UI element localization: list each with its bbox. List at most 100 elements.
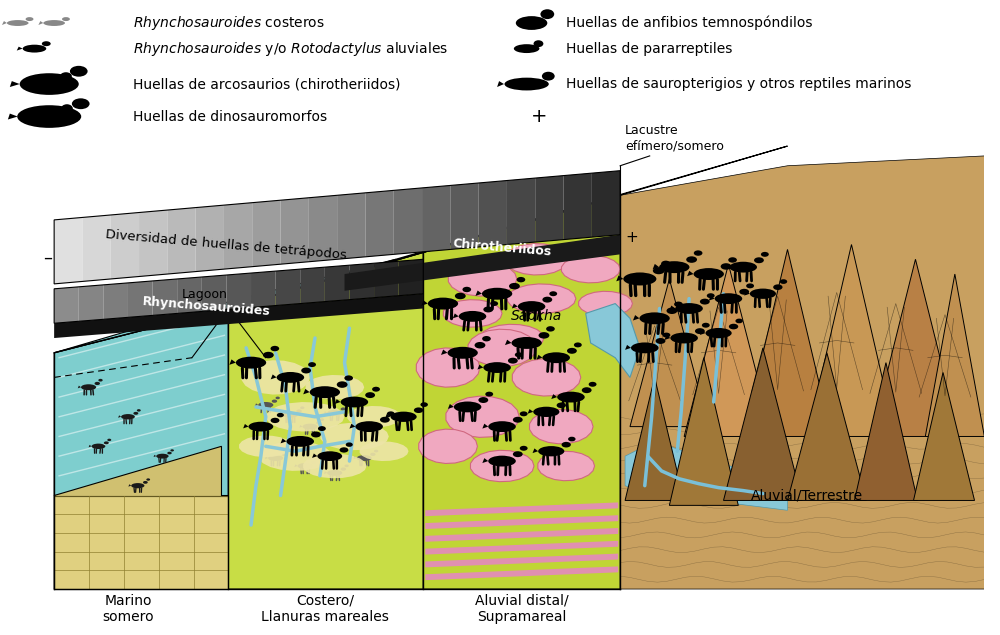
Ellipse shape: [341, 408, 346, 411]
Ellipse shape: [639, 312, 670, 324]
Polygon shape: [374, 261, 399, 298]
Polygon shape: [335, 399, 341, 404]
Ellipse shape: [62, 17, 70, 21]
Polygon shape: [365, 190, 394, 257]
Polygon shape: [425, 528, 618, 542]
Ellipse shape: [258, 402, 273, 408]
Polygon shape: [281, 197, 309, 264]
Polygon shape: [54, 294, 423, 338]
Ellipse shape: [589, 382, 597, 387]
Polygon shape: [475, 290, 482, 296]
Ellipse shape: [518, 301, 545, 312]
Polygon shape: [423, 146, 788, 252]
Ellipse shape: [61, 104, 73, 113]
Text: Huellas de sauropterigios y otros reptiles marinos: Huellas de sauropterigios y otros reptil…: [566, 77, 911, 91]
Ellipse shape: [420, 403, 428, 407]
Ellipse shape: [301, 368, 311, 373]
Polygon shape: [294, 464, 298, 467]
Polygon shape: [167, 208, 196, 274]
Polygon shape: [425, 541, 618, 554]
Polygon shape: [226, 273, 251, 309]
Ellipse shape: [341, 397, 368, 408]
Ellipse shape: [540, 10, 554, 19]
Polygon shape: [470, 450, 534, 482]
Polygon shape: [229, 359, 236, 364]
Text: Lacustre
efímero/somero: Lacustre efímero/somero: [625, 124, 724, 153]
Ellipse shape: [7, 20, 29, 26]
Ellipse shape: [146, 478, 150, 481]
Ellipse shape: [488, 421, 516, 432]
Text: Marino
somero: Marino somero: [102, 594, 154, 624]
Text: $\it{Rhynchosauroides}$ y/o $\it{Rotodactylus}$ aluviales: $\it{Rhynchosauroides}$ y/o $\it{Rotodac…: [133, 39, 448, 58]
Text: Huellas de arcosaurios (chirotheriidos): Huellas de arcosaurios (chirotheriidos): [133, 77, 400, 91]
Polygon shape: [347, 406, 401, 427]
Ellipse shape: [344, 464, 349, 467]
Ellipse shape: [509, 283, 520, 290]
Ellipse shape: [23, 44, 46, 53]
Ellipse shape: [42, 41, 51, 46]
Polygon shape: [505, 244, 568, 275]
Ellipse shape: [538, 446, 564, 457]
Ellipse shape: [746, 283, 754, 288]
Ellipse shape: [414, 408, 423, 413]
Polygon shape: [854, 363, 917, 500]
Polygon shape: [724, 348, 802, 500]
Polygon shape: [89, 445, 92, 447]
Ellipse shape: [483, 307, 493, 312]
Ellipse shape: [272, 399, 277, 403]
Ellipse shape: [514, 44, 539, 53]
Text: Chirotheriidos: Chirotheriidos: [452, 237, 552, 258]
Polygon shape: [625, 441, 788, 511]
Polygon shape: [616, 276, 623, 281]
Polygon shape: [468, 329, 536, 366]
Ellipse shape: [131, 483, 144, 488]
Ellipse shape: [327, 470, 342, 476]
Polygon shape: [2, 21, 7, 25]
Polygon shape: [586, 304, 640, 377]
Ellipse shape: [317, 451, 342, 461]
Ellipse shape: [574, 342, 582, 347]
Polygon shape: [480, 324, 544, 352]
Polygon shape: [592, 171, 620, 237]
Text: +: +: [625, 230, 638, 245]
Polygon shape: [416, 348, 480, 387]
Ellipse shape: [277, 413, 284, 417]
Polygon shape: [425, 515, 618, 529]
Ellipse shape: [728, 257, 737, 263]
Polygon shape: [551, 394, 557, 399]
Polygon shape: [111, 213, 139, 279]
Ellipse shape: [542, 297, 552, 303]
Text: Aluvial/Terrestre: Aluvial/Terrestre: [751, 488, 863, 502]
Polygon shape: [228, 252, 423, 589]
Ellipse shape: [568, 437, 576, 441]
Ellipse shape: [533, 406, 559, 417]
Polygon shape: [303, 454, 367, 478]
Ellipse shape: [263, 352, 274, 358]
Polygon shape: [653, 264, 659, 269]
Ellipse shape: [308, 362, 316, 367]
Text: Huellas de pararreptiles: Huellas de pararreptiles: [566, 42, 732, 56]
Polygon shape: [625, 377, 684, 500]
Ellipse shape: [121, 414, 135, 420]
Polygon shape: [425, 566, 618, 580]
Polygon shape: [507, 284, 576, 313]
Polygon shape: [79, 285, 103, 321]
Polygon shape: [177, 277, 202, 314]
Polygon shape: [507, 178, 535, 244]
Ellipse shape: [311, 432, 321, 438]
Ellipse shape: [656, 338, 665, 344]
Ellipse shape: [582, 387, 592, 393]
Ellipse shape: [370, 453, 376, 456]
Ellipse shape: [43, 20, 65, 26]
Ellipse shape: [26, 17, 33, 21]
Polygon shape: [8, 114, 18, 119]
Ellipse shape: [95, 382, 100, 385]
Ellipse shape: [659, 261, 689, 273]
Polygon shape: [38, 21, 43, 25]
Polygon shape: [299, 425, 302, 428]
Polygon shape: [505, 340, 511, 345]
Ellipse shape: [504, 77, 549, 90]
Polygon shape: [807, 244, 896, 436]
Polygon shape: [281, 438, 286, 443]
Polygon shape: [239, 436, 293, 457]
